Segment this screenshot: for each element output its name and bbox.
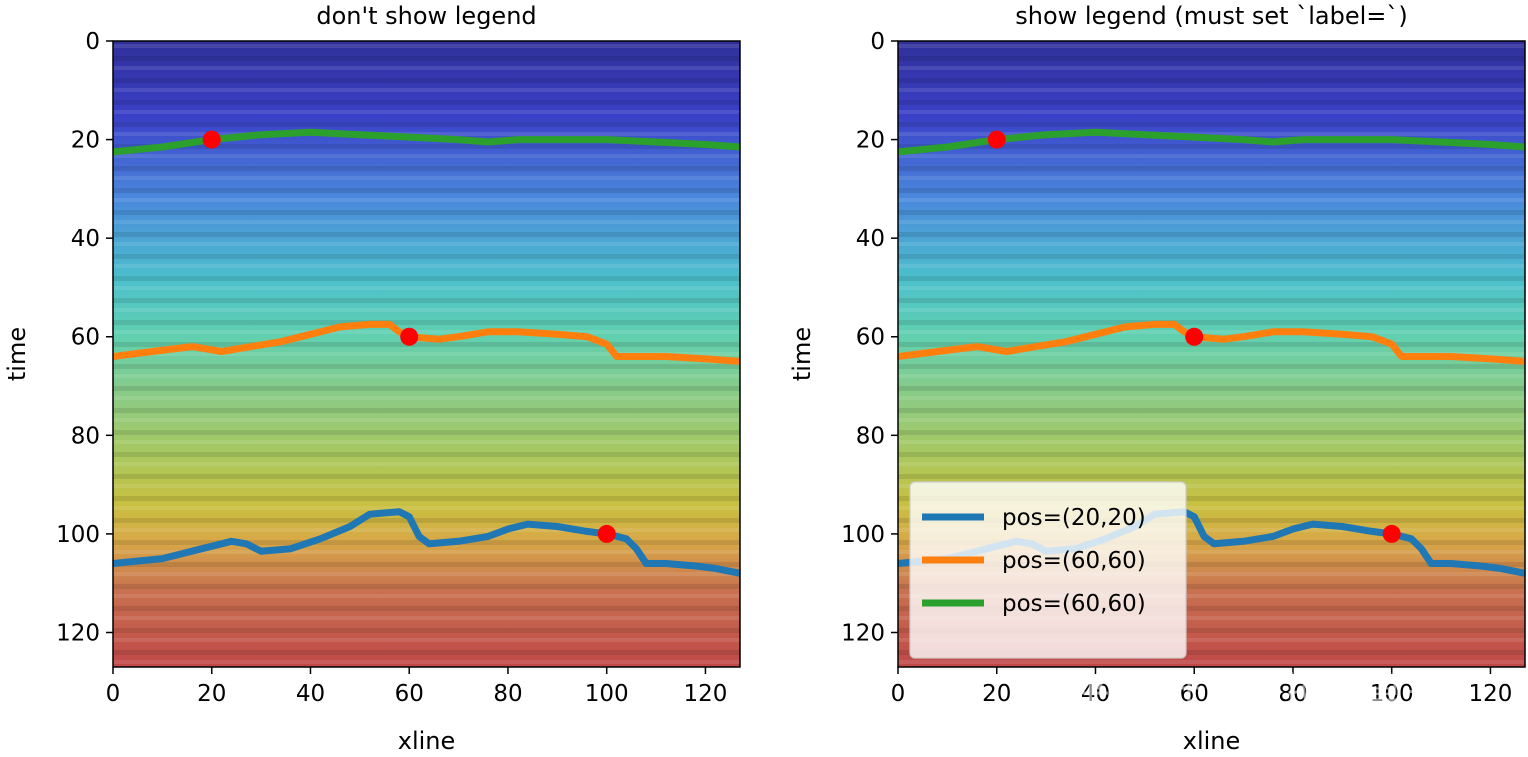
y-axis-label: time bbox=[3, 327, 31, 381]
x-tick-label: 80 bbox=[1278, 681, 1307, 707]
red-point-2 bbox=[597, 524, 616, 543]
legend-label-0: pos=(20,20) bbox=[1002, 505, 1146, 531]
x-tick-label: 60 bbox=[1180, 681, 1209, 707]
y-axis-label: time bbox=[788, 327, 816, 381]
series-line-2 bbox=[898, 128, 1525, 156]
y-tick-label: 40 bbox=[71, 226, 100, 252]
x-tick-label: 60 bbox=[395, 681, 424, 707]
legend: pos=(20,20) pos=(60,60) pos=(60,60) bbox=[909, 481, 1187, 659]
x-tick-label: 40 bbox=[1081, 681, 1110, 707]
y-tick-label: 80 bbox=[856, 423, 885, 449]
y-tick-label: 40 bbox=[856, 226, 885, 252]
legend-box bbox=[909, 481, 1187, 659]
chart-title: show legend (must set `label=`) bbox=[1015, 2, 1407, 30]
y-tick-label: 20 bbox=[856, 128, 885, 154]
chart-title: don't show legend bbox=[316, 2, 536, 30]
y-tick-label: 0 bbox=[870, 29, 885, 55]
x-tick-label: 20 bbox=[982, 681, 1011, 707]
y-tick-label: 20 bbox=[71, 128, 100, 154]
series-line-0 bbox=[113, 508, 740, 577]
red-point-1 bbox=[400, 327, 419, 346]
x-tick-label: 20 bbox=[197, 681, 226, 707]
y-tick-label: 0 bbox=[85, 29, 100, 55]
x-tick-label: 0 bbox=[106, 681, 121, 707]
y-tick-label: 120 bbox=[841, 620, 885, 646]
red-point-0 bbox=[202, 130, 221, 149]
x-tick-label: 100 bbox=[1370, 681, 1414, 707]
legend-label-2: pos=(60,60) bbox=[1002, 591, 1146, 617]
y-tick-label: 100 bbox=[841, 522, 885, 548]
axes-frame bbox=[112, 40, 741, 668]
x-tick-label: 80 bbox=[493, 681, 522, 707]
series-line-1 bbox=[898, 320, 1525, 365]
y-tick-label: 60 bbox=[856, 325, 885, 351]
x-tick-label: 120 bbox=[1468, 681, 1512, 707]
x-tick-label: 120 bbox=[683, 681, 727, 707]
left-chart-panel: 0 20 40 60 80 100 120 0 20 40 60 80 100 120 don't show… bbox=[3, 2, 741, 755]
y-tick-label: 100 bbox=[56, 522, 100, 548]
watermark-text: 知乎 @叶刘克拉克莫夫 bbox=[1030, 670, 1443, 716]
y-tick-label: 80 bbox=[71, 423, 100, 449]
x-tick-label: 40 bbox=[296, 681, 325, 707]
x-axis-label: xline bbox=[1183, 727, 1241, 755]
x-axis-label: xline bbox=[398, 727, 456, 755]
legend-label-1: pos=(60,60) bbox=[1002, 548, 1146, 574]
red-point-1 bbox=[1185, 327, 1204, 346]
axes-frame bbox=[897, 40, 1526, 668]
right-chart-panel: 0 20 40 60 80 100 120 0 20 40 60 80 100 120 show legen… bbox=[788, 2, 1526, 755]
red-point-0 bbox=[987, 130, 1006, 149]
x-tick-label: 0 bbox=[891, 681, 906, 707]
series-line-1 bbox=[113, 320, 740, 365]
red-point-2 bbox=[1382, 524, 1401, 543]
y-tick-label: 120 bbox=[56, 620, 100, 646]
series-group bbox=[113, 128, 740, 577]
y-tick-label: 60 bbox=[71, 325, 100, 351]
x-tick-label: 100 bbox=[585, 681, 629, 707]
series-line-2 bbox=[113, 128, 740, 156]
